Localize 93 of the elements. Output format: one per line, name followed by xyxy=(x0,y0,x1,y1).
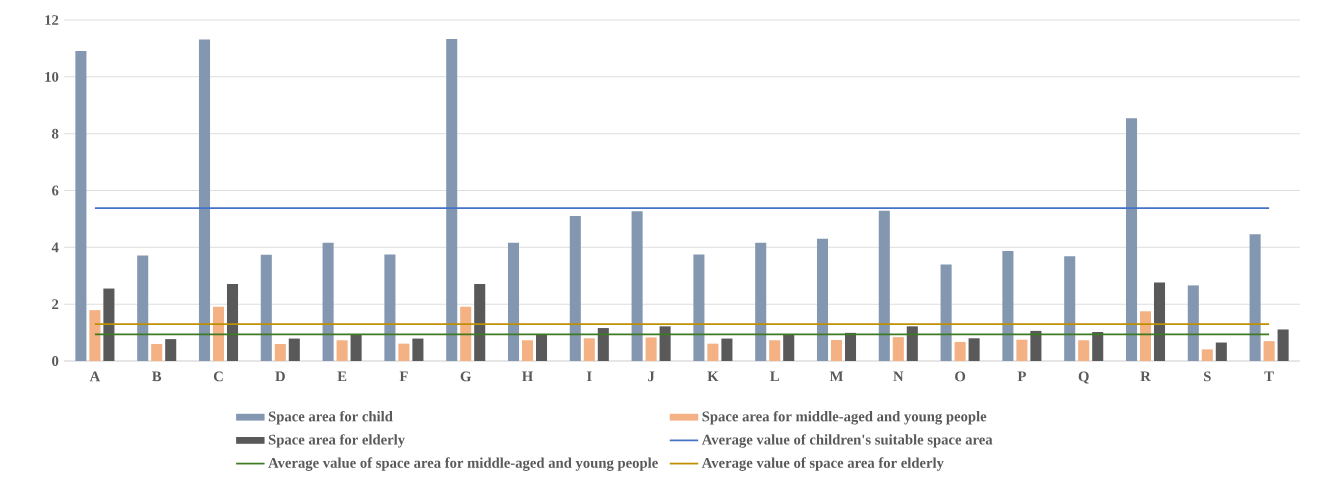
bar xyxy=(260,254,272,361)
bar xyxy=(844,332,857,361)
bar xyxy=(212,306,225,361)
x-tick-label: N xyxy=(893,371,904,382)
x-tick-label: T xyxy=(1264,371,1274,382)
x-tick-label: J xyxy=(648,371,655,382)
bar xyxy=(384,254,396,361)
bar xyxy=(322,242,334,361)
bar xyxy=(507,242,520,361)
bar xyxy=(769,340,781,361)
x-tick-label: S xyxy=(1204,371,1211,382)
legend-label: Average value of space area for elderly xyxy=(701,457,944,471)
bar xyxy=(198,39,211,361)
x-tick-label: D xyxy=(275,371,285,382)
y-tick-label: 8 xyxy=(52,128,59,139)
bar xyxy=(1153,282,1166,361)
x-tick-label: H xyxy=(522,371,533,382)
legend-label: Average value of children's suitable space area xyxy=(701,434,993,448)
bar xyxy=(89,310,101,361)
bar xyxy=(583,338,595,361)
bar xyxy=(137,255,149,361)
bar xyxy=(1277,329,1289,361)
legend-label: Space area for child xyxy=(268,410,393,425)
bar xyxy=(1125,118,1138,361)
x-tick-label: K xyxy=(707,371,719,382)
y-tick-label: 12 xyxy=(45,15,59,25)
bar xyxy=(631,211,643,361)
legend-label: Average value of space area for middle-aged and young people xyxy=(268,457,658,471)
bar xyxy=(645,337,657,361)
bar xyxy=(940,264,952,361)
bar xyxy=(521,340,534,361)
bar xyxy=(288,338,300,361)
bar xyxy=(906,326,918,361)
bar xyxy=(1030,330,1042,361)
bar xyxy=(274,343,286,361)
x-tick-label: B xyxy=(152,371,162,382)
bar xyxy=(165,339,177,361)
bar xyxy=(783,334,795,361)
bar xyxy=(1064,256,1076,361)
bar xyxy=(830,339,843,361)
bar xyxy=(954,341,966,361)
x-tick-label: Q xyxy=(1078,371,1089,384)
bar xyxy=(1092,332,1104,361)
x-tick-label: G xyxy=(460,371,471,382)
bar xyxy=(968,338,980,361)
x-tick-label: C xyxy=(213,371,223,382)
bar xyxy=(816,238,829,361)
y-tick-label: 4 xyxy=(51,242,59,253)
legend-label: Space area for middle-aged and young people xyxy=(702,410,987,425)
x-tick-label: I xyxy=(586,371,592,382)
bar xyxy=(707,343,719,361)
legend-label: Space area for elderly xyxy=(268,434,405,448)
y-tick-label: 10 xyxy=(45,71,59,82)
y-tick-label: 0 xyxy=(52,356,59,366)
bar xyxy=(412,338,424,361)
bar xyxy=(1078,340,1090,361)
bar xyxy=(1187,285,1199,361)
bar xyxy=(535,334,548,361)
y-tick-label: 2 xyxy=(52,299,59,310)
bar xyxy=(755,242,767,361)
x-tick-label: L xyxy=(770,371,779,382)
bar xyxy=(226,284,239,361)
bar xyxy=(1016,339,1028,361)
x-tick-label: O xyxy=(955,371,966,382)
x-tick-label: A xyxy=(89,371,101,382)
x-tick-label: F xyxy=(399,371,408,382)
bar xyxy=(151,343,163,361)
bar xyxy=(892,337,904,361)
bar xyxy=(1201,349,1213,361)
bar xyxy=(336,340,348,361)
bar xyxy=(1249,234,1261,361)
bar xyxy=(1215,342,1227,361)
x-tick-label: P xyxy=(1017,371,1026,382)
bar xyxy=(474,284,486,361)
bar xyxy=(75,50,87,361)
bar xyxy=(460,306,472,361)
bar xyxy=(721,338,733,361)
y-tick-label: 6 xyxy=(52,185,59,196)
bar xyxy=(446,39,458,361)
bar xyxy=(1002,251,1014,361)
x-tick-label: R xyxy=(1140,371,1151,382)
bar xyxy=(398,343,410,361)
bar xyxy=(350,334,362,361)
x-tick-label: E xyxy=(337,371,347,382)
bar xyxy=(878,210,890,361)
bar xyxy=(659,326,671,361)
bar xyxy=(1139,311,1152,361)
bar xyxy=(693,254,705,361)
bar xyxy=(597,328,609,361)
x-tick-label: M xyxy=(829,371,843,382)
bar xyxy=(103,288,115,361)
bar xyxy=(569,216,581,361)
bar xyxy=(1263,341,1275,361)
